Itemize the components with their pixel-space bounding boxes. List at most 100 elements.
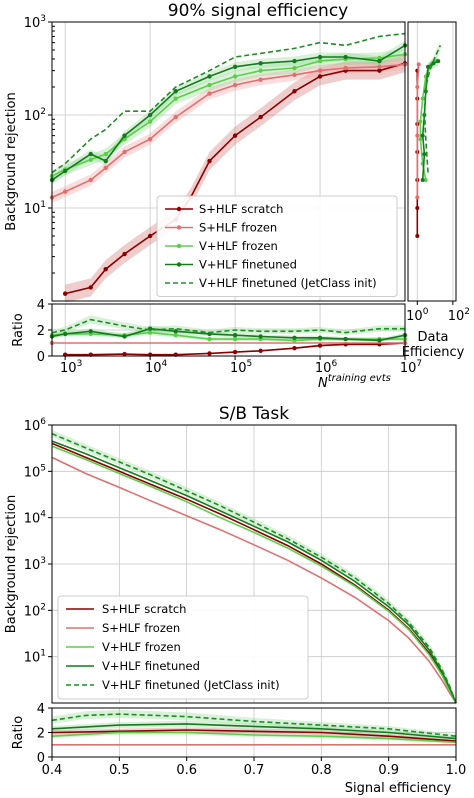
top-point-v_finetuned-7: [207, 74, 212, 79]
ratio1-ytick-label-1: 2: [37, 324, 45, 339]
top-ytick-label-0: 101: [24, 200, 46, 217]
top-point-s_scratch-7: [207, 158, 212, 164]
ratio2-xtick-label-2: 0.6: [176, 763, 197, 778]
ratio1-point-v_finetuned-7: [232, 333, 238, 338]
sb-series-v_finetuned: [51, 440, 457, 704]
side-xtick-label-1: 102: [448, 307, 470, 324]
ratio1-point-v_finetuned-11: [343, 336, 348, 342]
top-point-v_frozen-2: [88, 157, 93, 162]
ratio2-series-v_jetclass: [51, 713, 457, 737]
top-point-v_finetuned-2: [88, 151, 93, 157]
sb-series-v_jetclass: [51, 432, 457, 704]
ratio1-point-v_frozen-4: [147, 330, 153, 335]
sb-series-s_frozen: [51, 456, 457, 704]
ratio1-ytick-label-0: 0: [37, 350, 45, 365]
top-legend: [156, 195, 398, 297]
top-legend-marker-v_finetuned: [176, 262, 182, 267]
sb-ytick-label-1: 102: [24, 602, 46, 619]
ratio2-series-v_frozen: [51, 731, 457, 744]
top-legend-label-v_finetuned: V+HLF finetuned: [199, 258, 297, 272]
side-series-v_jetclass: [423, 45, 442, 173]
sb-ytick-label-4: 105: [24, 463, 46, 480]
ratio1-ylabel: Ratio: [11, 313, 26, 346]
top-legend-marker-s_frozen: [176, 225, 182, 230]
top-legend-label-v_frozen: V+HLF frozen: [199, 239, 278, 253]
ratio1-point-s_scratch-9: [317, 343, 323, 348]
top-point-s_frozen-1: [62, 189, 68, 194]
top-point-s_frozen-7: [207, 91, 212, 96]
top-point-v_finetuned-11: [317, 54, 323, 60]
side-axes-frame: [407, 21, 457, 302]
ratio2-ylabel: Ratio: [11, 716, 26, 749]
top-axes-frame: [51, 21, 406, 302]
top-legend-label-v_jetclass: V+HLF finetuned (JetClass init): [199, 276, 377, 290]
side-xlabel-line2: Efficiency: [402, 345, 465, 360]
top-point-v_frozen-11: [317, 58, 323, 64]
top-point-v_frozen-5: [147, 119, 153, 124]
sb-chart-title: S/B Task: [219, 404, 289, 424]
side-point-v_frozen-3: [418, 119, 423, 124]
ratio1-point-v_finetuned-9: [292, 335, 297, 340]
top-legend-label-s_scratch: S+HLF scratch: [199, 202, 283, 216]
top-chart-title: 90% signal efficiency: [168, 1, 348, 21]
ratio1-point-v_finetuned-2: [88, 329, 93, 334]
top-point-s_frozen-11: [317, 68, 323, 73]
top-point-v_finetuned-10: [292, 58, 297, 64]
ratio1-point-v_frozen-5: [173, 333, 178, 338]
top-point-s_scratch-11: [317, 74, 323, 79]
ratio2-xtick-label-6: 1.0: [446, 763, 467, 778]
side-point-v_finetuned-5: [426, 64, 431, 69]
top-point-s_frozen-12: [343, 65, 348, 71]
ratio2-series-s_scratch: [51, 729, 457, 742]
sb-xlabel: Signal efficiency: [345, 781, 452, 796]
ratio2-xtick-label-4: 0.8: [311, 763, 332, 778]
top-point-s_scratch-10: [292, 89, 297, 94]
top-point-s_frozen-13: [377, 64, 382, 69]
ratio1-point-v_finetuned-10: [317, 335, 323, 340]
sb-ylabel: Background rejection: [4, 495, 19, 633]
top-point-s_frozen-8: [232, 82, 238, 88]
top-legend-label-s_frozen: S+HLF frozen: [199, 221, 277, 235]
side-series-s_frozen: [416, 64, 420, 198]
ratio1-point-s_scratch-2: [122, 351, 127, 357]
top-point-s_scratch-3: [122, 251, 127, 257]
top-point-s_scratch-2: [103, 266, 108, 272]
top-point-v_frozen-3: [103, 151, 108, 157]
ratio1-series-v_finetuned: [51, 327, 406, 342]
ratio1-ytick-label-2: 4: [37, 298, 45, 313]
ratio2-band-v_jetclass: [52, 709, 456, 739]
ratio2-ytick-label-2: 4: [37, 702, 45, 717]
ratio1-xtick-label-0: 103: [60, 359, 82, 376]
top-point-s_scratch-0: [62, 291, 68, 296]
top-point-s_scratch-9: [258, 114, 263, 120]
top-point-s_frozen-5: [147, 136, 153, 142]
top-point-v_finetuned-1: [62, 168, 68, 174]
top-point-v_finetuned-13: [377, 58, 382, 64]
side-point-v_frozen-2: [418, 137, 423, 142]
side-point-s_scratch-5: [415, 206, 420, 210]
top-ylabel: Background rejection: [4, 92, 19, 230]
sb-legend: [57, 595, 309, 700]
top-point-v_frozen-10: [292, 65, 297, 71]
side-xtick-label-0: 100: [406, 307, 429, 324]
sb-legend-label-v_jetclass: V+HLF finetuned (JetClass init): [102, 678, 280, 692]
ratio1-point-s_scratch-7: [258, 348, 263, 353]
ratio1-point-s_scratch-8: [292, 346, 297, 351]
sb-legend-label-s_frozen: S+HLF frozen: [102, 621, 180, 635]
ratio1-point-v_frozen-7: [232, 336, 238, 342]
top-point-v_frozen-6: [173, 96, 178, 101]
side-point-v_finetuned-6: [431, 61, 436, 66]
top-point-v_finetuned-8: [232, 64, 238, 69]
top-ytick-label-1: 102: [24, 107, 46, 124]
top-point-v_frozen-13: [377, 55, 382, 61]
top-point-v_finetuned-12: [343, 54, 348, 60]
side-point-s_frozen-0: [416, 62, 421, 67]
ratio1-xtick-label-4: 107: [400, 359, 422, 376]
top-point-v_frozen-9: [258, 68, 263, 73]
ratio2-xtick-label-0: 0.4: [42, 763, 63, 778]
top-legend-marker-s_scratch: [176, 206, 182, 212]
side-point-v_frozen-0: [423, 178, 428, 183]
top-point-s_scratch-8: [232, 133, 238, 138]
ratio2-xtick-label-3: 0.7: [244, 763, 265, 778]
